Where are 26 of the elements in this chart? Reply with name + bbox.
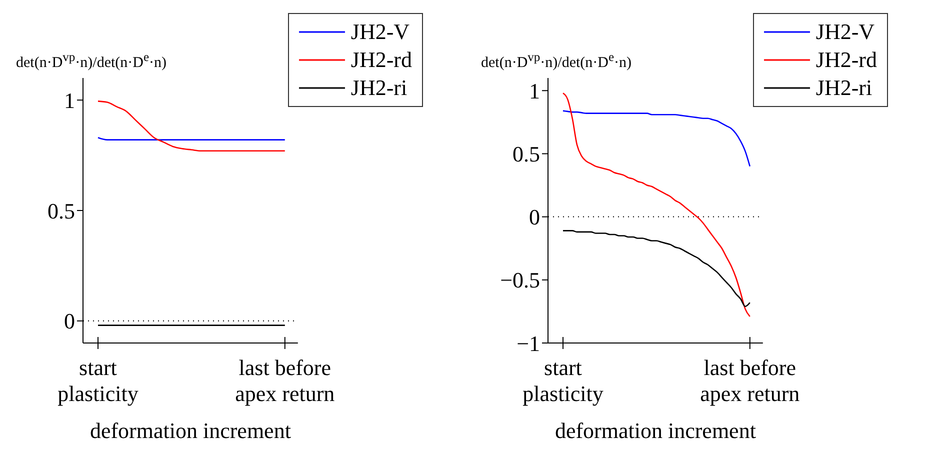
x-axis-title: deformation increment [90, 418, 291, 443]
x-tick-label: start plasticity [522, 355, 604, 406]
line-series [562, 230, 751, 308]
y-axis-title: det(n·D$^{vp}$·n)/det(n·D$^{e}$·n) [481, 49, 632, 72]
y-tick-label: 1 [529, 78, 540, 104]
y-tick-label: 0.5 [48, 198, 75, 224]
line-series [97, 100, 286, 152]
y-tick-label: 0.5 [512, 142, 540, 167]
y-tick-label: −0.5 [500, 268, 540, 293]
legend-label: JH2-V [814, 18, 876, 46]
y-tick-label: 1 [64, 88, 75, 113]
x-tick-label: start plasticity [58, 355, 138, 406]
y-tick-label: 0 [529, 204, 540, 230]
x-tick-label: last before apex return [235, 355, 335, 406]
line-series [562, 110, 751, 167]
x-axis-title: deformation increment [554, 418, 756, 443]
legend-label: JH2-V [350, 18, 411, 46]
legend-label: JH2-rd [350, 46, 412, 74]
x-tick-label: last before apex return [700, 355, 800, 406]
legend-label: JH2-ri [350, 74, 408, 102]
y-tick-label: −1 [516, 330, 540, 356]
legend-label: JH2-ri [814, 74, 874, 102]
legend-label: JH2-rd [814, 46, 877, 74]
line-series [562, 92, 751, 318]
y-tick-label: 0 [64, 308, 75, 334]
y-axis-title: det(n·D$^{vp}$·n)/det(n·D$^{e}$·n) [16, 49, 167, 72]
